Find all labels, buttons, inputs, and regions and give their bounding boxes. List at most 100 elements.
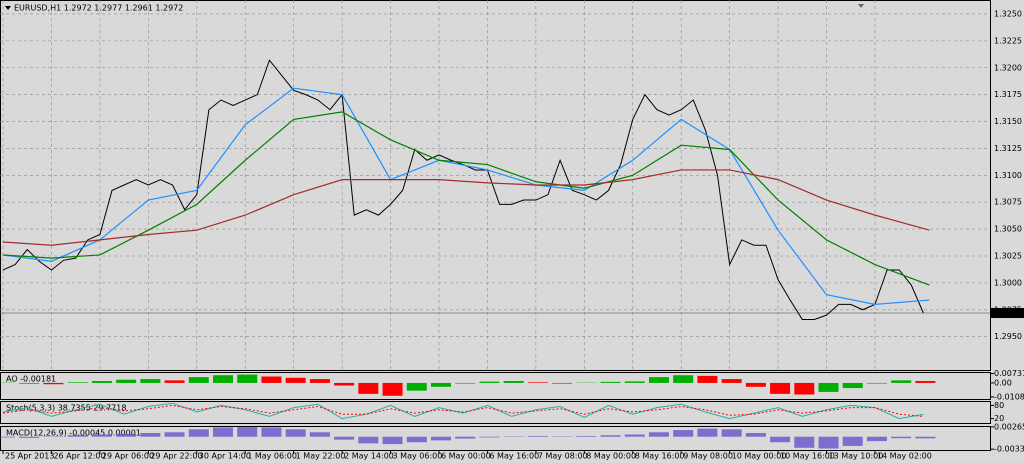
x-tick-label: 7 May 08:00 [538, 452, 588, 461]
y-tick-label: 0.00265 [994, 422, 1024, 431]
macd-bar [721, 429, 742, 437]
moving-average [2, 87, 930, 305]
ao-bar [91, 381, 112, 383]
ao-bar [455, 382, 476, 384]
ao-bar [770, 382, 791, 394]
ao-bar [358, 382, 379, 394]
macd-bar [19, 436, 40, 438]
y-tick-label: 1.3000 [994, 278, 1022, 287]
y-tick-label: 1.2950 [994, 332, 1022, 341]
macd-bar [455, 436, 476, 439]
ao-bar [406, 382, 427, 391]
stoch-line [2, 402, 924, 420]
macd-bar [600, 435, 621, 437]
ao-bar [213, 375, 234, 383]
macd-bar [188, 429, 209, 437]
y-tick-label: 1.3200 [994, 63, 1022, 72]
ao-bar [600, 381, 621, 383]
ao-bar [866, 382, 887, 384]
y-tick-label: 1.3050 [994, 225, 1022, 234]
x-tick-label: 10 May 16:00 [780, 452, 835, 461]
ao-bar [334, 382, 355, 386]
macd-bar [430, 436, 451, 441]
x-tick-label: 10 May 00:00 [732, 452, 787, 461]
ao-bar [818, 382, 839, 392]
ao-bar [842, 382, 863, 389]
ao-bar [382, 382, 403, 396]
macd-bar [770, 436, 791, 443]
menu-arrow[interactable] [5, 6, 11, 10]
macd-bar [261, 427, 282, 437]
macd-bar [140, 433, 161, 437]
x-tick-label: 13 May 10:00 [829, 452, 884, 461]
moving-average [2, 169, 930, 246]
ao-bar [140, 379, 161, 383]
y-tick-label: -0.00337 [994, 445, 1024, 454]
macd-bar [91, 434, 112, 437]
macd-bar [697, 428, 718, 437]
ao-bar [164, 380, 185, 383]
macd-bar [309, 432, 330, 437]
macd-bar [334, 436, 355, 440]
macd-bar [0, 436, 16, 438]
y-tick-label: 20 [994, 414, 1004, 423]
panel-title: Stoch(5,3,3) 38.7355 29.7718 [6, 404, 126, 413]
macd-bar [891, 436, 912, 439]
ao-bar [721, 379, 742, 383]
panel-frame [0, 426, 991, 451]
ao-bar [552, 382, 573, 384]
ao-bar [430, 382, 451, 387]
ao-bar [285, 377, 306, 383]
x-tick-label: 30 Apr 14:00 [199, 452, 251, 461]
macd-bar [406, 436, 427, 443]
macd-bar [479, 436, 500, 438]
y-tick-label: 1.3150 [994, 117, 1022, 126]
macd-bar [866, 436, 887, 442]
ao-bar [188, 377, 209, 383]
x-tick-label: 9 May 08:00 [683, 452, 733, 461]
macd-bar [576, 435, 597, 437]
macd-bar [745, 433, 766, 437]
macd-bar [358, 436, 379, 444]
ao-bar [479, 381, 500, 383]
macd-bar [842, 436, 863, 446]
macd-bar [648, 432, 669, 437]
ao-bar [673, 375, 694, 383]
macd-bar [818, 436, 839, 449]
x-tick-label: 2 May 14:00 [344, 452, 394, 461]
x-tick-label: 1 May 06:00 [247, 452, 297, 461]
macd-bar [794, 436, 815, 448]
panel-title: MACD(12,26,9) -0.00045 0.00001 [6, 429, 141, 438]
macd-bar [67, 435, 88, 437]
ao-bar [261, 376, 282, 383]
ao-bar [309, 379, 330, 383]
current-price-label: 1.2972 [993, 308, 1021, 317]
y-tick-label: 1.3125 [994, 144, 1022, 153]
x-tick-label: 1 May 22:00 [296, 452, 346, 461]
y-tick-label: 0.00 [994, 378, 1012, 387]
macd-bar [527, 435, 548, 437]
stoch-line [2, 404, 924, 417]
macd-bar [164, 432, 185, 437]
macd-bar [624, 434, 645, 437]
scroll-marker [858, 4, 864, 8]
macd-bar [285, 429, 306, 437]
ao-bar [891, 380, 912, 383]
x-tick-label: 29 Apr 22:00 [150, 452, 202, 461]
ao-bar [503, 381, 524, 383]
ao-bar [43, 382, 64, 385]
x-tick-label: 25 Apr 2013 [5, 452, 54, 461]
macd-bar [382, 436, 403, 445]
y-tick-label: 1.3100 [994, 171, 1022, 180]
y-tick-label: 1.3250 [994, 9, 1022, 18]
ao-bar [794, 382, 815, 395]
macd-bar [116, 433, 137, 437]
moving-average [2, 111, 930, 286]
macd-bar [237, 427, 258, 437]
panel-frame [0, 0, 991, 371]
x-tick-label: 14 May 02:00 [877, 452, 932, 461]
x-tick-label: 8 May 00:00 [586, 452, 636, 461]
x-tick-label: 3 May 06:00 [393, 452, 443, 461]
